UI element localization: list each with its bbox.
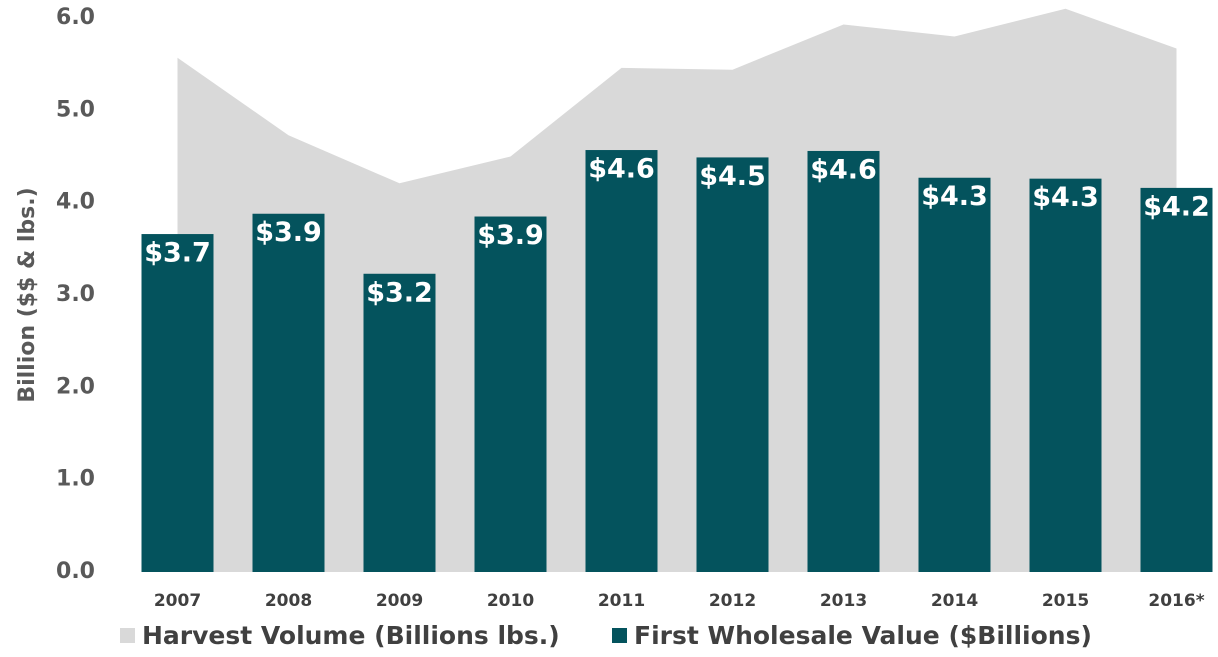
legend-swatch [120, 628, 135, 643]
data-label: $4.3 [1032, 182, 1099, 213]
y-tick-label: 2.0 [56, 374, 95, 399]
data-label: $4.6 [810, 154, 877, 185]
x-tick-label: 2007 [154, 591, 201, 611]
y-axis-label: Billion ($$ & lbs.) [15, 187, 40, 402]
x-tick-label: 2014 [931, 591, 978, 611]
data-label: $4.2 [1143, 191, 1210, 222]
bar [1029, 178, 1102, 572]
bar [696, 157, 769, 572]
x-tick-label: 2015 [1042, 591, 1089, 611]
y-tick-label: 4.0 [56, 190, 95, 215]
legend-label: First Wholesale Value ($Billions) [634, 621, 1092, 650]
x-tick-label: 2012 [709, 591, 756, 611]
bar [363, 273, 436, 572]
bar [918, 177, 991, 572]
data-label: $4.6 [588, 154, 655, 185]
bar [474, 216, 547, 572]
bar [807, 150, 880, 572]
data-label: $4.5 [699, 161, 766, 192]
area [177, 8, 1177, 573]
data-label: $3.9 [477, 220, 544, 251]
data-label: $3.7 [144, 238, 211, 269]
y-tick-label: 3.0 [56, 282, 95, 307]
y-tick-label: 1.0 [56, 467, 95, 492]
bar [252, 213, 325, 572]
data-label: $4.3 [921, 181, 988, 212]
x-tick-label: 2008 [265, 591, 312, 611]
x-tick-label: 2009 [376, 591, 423, 611]
bar [1140, 187, 1213, 573]
data-label: $3.9 [255, 217, 322, 248]
x-tick-label: 2013 [820, 591, 867, 611]
legend-swatch [612, 628, 627, 643]
data-label: $3.2 [366, 277, 433, 308]
y-tick-label: 5.0 [56, 97, 95, 122]
bar [585, 150, 658, 572]
x-tick-label: 2016* [1148, 591, 1204, 611]
x-tick-label: 2010 [487, 591, 534, 611]
x-tick-label: 2011 [598, 591, 645, 611]
y-tick-label: 0.0 [56, 559, 95, 584]
bar [141, 234, 214, 572]
y-tick-label: 6.0 [56, 5, 95, 30]
legend-label: Harvest Volume (Billions lbs.) [142, 621, 560, 650]
